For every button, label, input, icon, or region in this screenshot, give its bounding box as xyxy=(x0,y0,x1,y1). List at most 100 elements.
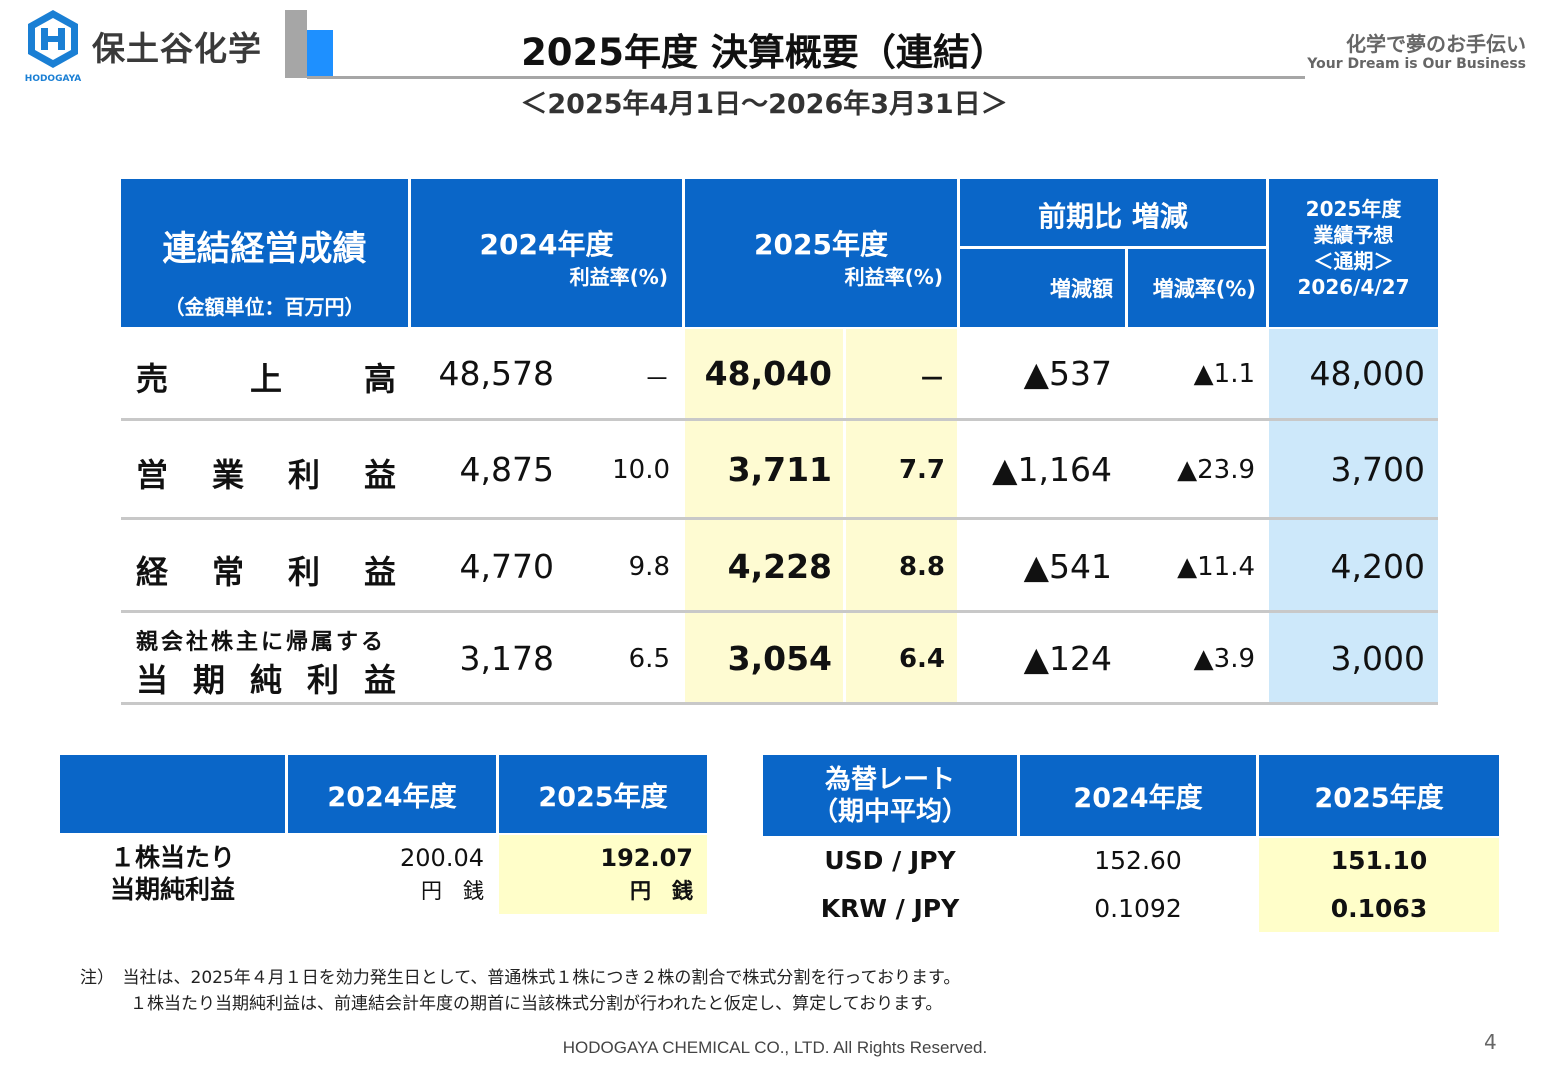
ordinary-profit-fy2025-margin: 8.8 xyxy=(898,552,945,582)
header-title-cell: 連結経営成績 （金額単位：百万円） xyxy=(121,179,408,327)
fx-header-label: 為替レート （期中平均） xyxy=(763,755,1017,836)
operating-profit-fy2024: 4,875 xyxy=(459,450,554,489)
page-number: 4 xyxy=(1484,1030,1497,1054)
label-char: 期 xyxy=(192,661,225,699)
header-forecast-cell: 2025年度 業績予想 ＜通期＞ 2026/4/27 xyxy=(1269,179,1438,327)
ordinary-profit-fy2025: 4,228 xyxy=(727,547,832,586)
eps-fy2025-highlight xyxy=(499,835,707,914)
header-yoy-amount-cell: 増減額 xyxy=(960,249,1125,327)
net-income-fy2025: 3,054 xyxy=(727,639,832,678)
eps-fy2025-value: 192.07 xyxy=(600,844,693,872)
label-char: 益 xyxy=(363,456,396,494)
label-char: 利 xyxy=(306,661,339,699)
label-char: 利 xyxy=(287,553,320,591)
eps-label: １株当たり 当期純利益 xyxy=(60,842,285,906)
fx-usd-fy2024: 152.60 xyxy=(1094,846,1182,875)
net-sales-yoy-amount: ▲537 xyxy=(1023,354,1112,393)
label-char: 営 xyxy=(136,456,169,494)
title-accent-grey xyxy=(285,10,307,78)
fx-pair-usd: USD / JPY xyxy=(824,846,956,875)
logo-wordmark: HODOGAYA xyxy=(25,74,81,84)
page-title: 2025年度 決算概要（連結） xyxy=(521,31,1007,74)
hodogaya-logo: HODOGAYA xyxy=(25,10,81,84)
operating-profit-yoy-rate: ▲23.9 xyxy=(1177,455,1255,485)
header-yoy-cell: 前期比 増減 xyxy=(960,179,1266,246)
fx-krw-fy2025: 0.1063 xyxy=(1330,894,1428,923)
title-accent-blue xyxy=(307,30,333,78)
net-sales-fy2025-margin: － xyxy=(918,365,945,395)
net-sales-forecast: 48,000 xyxy=(1309,354,1425,393)
slogan-jp: 化学で夢のお手伝い xyxy=(1346,32,1526,56)
label-char: 業 xyxy=(211,456,244,494)
header-fy2025-margin: 利益率(%) xyxy=(844,265,943,289)
net-income-forecast: 3,000 xyxy=(1330,639,1425,678)
eps-fy2024-value: 200.04 xyxy=(400,844,484,872)
header-unit: （金額単位：百万円） xyxy=(164,295,365,319)
row-label-operating-profit: 営 業 利 益 xyxy=(136,450,396,496)
label-char: 売 xyxy=(136,360,169,398)
net-income-fy2025-margin: 6.4 xyxy=(898,644,945,674)
net-income-yoy-rate: ▲3.9 xyxy=(1193,644,1255,674)
fx-krw-fy2024: 0.1092 xyxy=(1094,894,1182,923)
title-underline xyxy=(307,76,1305,79)
ordinary-profit-forecast: 4,200 xyxy=(1330,547,1425,586)
net-sales-fy2024-margin: － xyxy=(643,365,670,395)
header-forecast-line1: 2025年度 xyxy=(1305,197,1402,221)
operating-profit-fy2024-margin: 10.0 xyxy=(612,455,670,485)
fx-header-fy2024: 2024年度 xyxy=(1020,755,1256,836)
row-label-net-income-line1: 親会社株主に帰属する xyxy=(136,630,387,655)
eps-fy2024-unit: 円 銭 xyxy=(421,879,484,903)
header-fy2024-cell: 2024年度 利益率(%) xyxy=(411,179,682,327)
slogan-en: Your Dream is Our Business xyxy=(1307,56,1526,72)
forecast-highlight-column xyxy=(1269,329,1438,703)
label-char: 利 xyxy=(287,456,320,494)
row-label-net-income: 当 期 純 利 益 xyxy=(136,655,396,701)
eps-header-blank xyxy=(60,755,285,833)
header-forecast-line4: 2026/4/27 xyxy=(1297,275,1410,299)
eps-header-fy2024: 2024年度 xyxy=(288,755,496,833)
operating-profit-forecast: 3,700 xyxy=(1330,450,1425,489)
header-title: 連結経営成績 xyxy=(162,229,367,269)
fx-usd-fy2025: 151.10 xyxy=(1330,846,1428,875)
row-label-ordinary-profit: 経 常 利 益 xyxy=(136,547,396,593)
header-fy2025-cell: 2025年度 利益率(%) xyxy=(685,179,957,327)
ordinary-profit-yoy-rate: ▲11.4 xyxy=(1177,552,1255,582)
header-fy2024-margin: 利益率(%) xyxy=(569,265,668,289)
eps-header-fy2025: 2025年度 xyxy=(499,755,707,833)
net-sales-fy2024: 48,578 xyxy=(438,354,554,393)
header-fy2025: 2025年度 xyxy=(754,228,888,261)
row-separator xyxy=(121,418,1438,421)
fiscal-period: ＜2025年4月1日～2026年3月31日＞ xyxy=(520,89,1008,120)
ordinary-profit-yoy-amount: ▲541 xyxy=(1023,547,1112,586)
fx-header-line1: 為替レート xyxy=(824,764,955,795)
label-char: 益 xyxy=(363,553,396,591)
fx-header-line2: （期中平均） xyxy=(811,796,968,827)
operating-profit-fy2025-margin: 7.7 xyxy=(898,455,945,485)
header-forecast-line2: 業績予想 xyxy=(1313,223,1394,247)
header-forecast-line3: ＜通期＞ xyxy=(1313,249,1394,273)
label-char: 常 xyxy=(211,553,244,591)
row-label-net-sales: 売 上 高 xyxy=(136,354,396,400)
net-sales-fy2025: 48,040 xyxy=(704,354,832,393)
header-yoy-rate: 増減率(%) xyxy=(1152,277,1256,301)
company-name: 保土谷化学 xyxy=(92,29,262,68)
label-char: 純 xyxy=(249,661,282,699)
fx-header-fy2025: 2025年度 xyxy=(1259,755,1499,836)
net-income-fy2024: 3,178 xyxy=(459,639,554,678)
label-char: 益 xyxy=(363,661,396,699)
label-char: 経 xyxy=(136,553,169,591)
footnote-line2: １株当たり当期純利益は、前連結会計年度の期首に当該株式分割が行われたと仮定し、算… xyxy=(130,994,943,1014)
eps-label-line1: １株当たり xyxy=(109,843,235,872)
label-char: 当 xyxy=(136,661,169,699)
row-separator xyxy=(121,517,1438,520)
net-income-fy2024-margin: 6.5 xyxy=(628,644,670,674)
operating-profit-fy2025: 3,711 xyxy=(727,450,832,489)
eps-fy2025-unit: 円 銭 xyxy=(630,879,693,903)
net-sales-yoy-rate: ▲1.1 xyxy=(1193,359,1255,389)
header-yoy-rate-cell: 増減率(%) xyxy=(1128,249,1266,327)
fx-pair-krw: KRW / JPY xyxy=(820,894,960,923)
header-yoy-amount: 増減額 xyxy=(1050,277,1113,301)
eps-label-line2: 当期純利益 xyxy=(109,875,235,904)
row-separator xyxy=(121,702,1438,705)
header-fy2024: 2024年度 xyxy=(479,228,614,261)
